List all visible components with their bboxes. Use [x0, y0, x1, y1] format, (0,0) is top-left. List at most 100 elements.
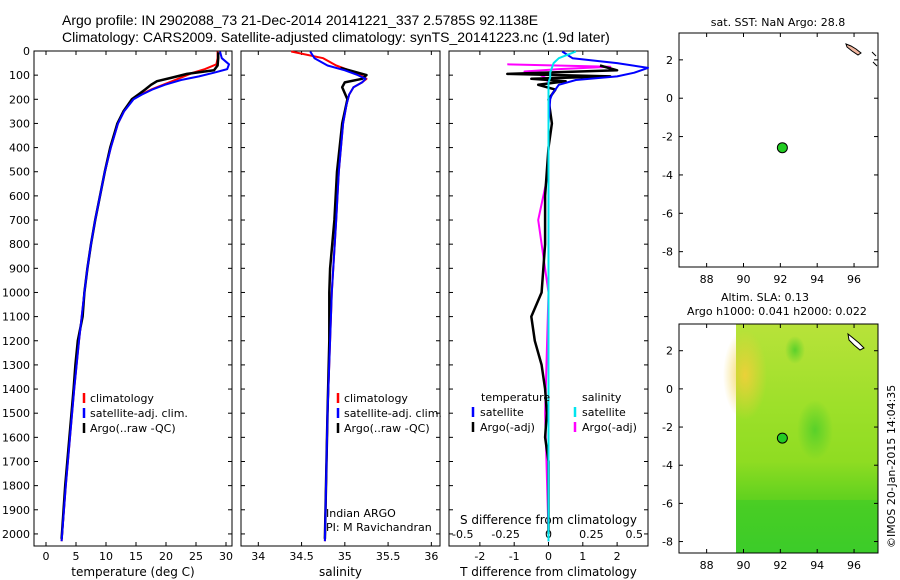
sst_map-frame [678, 32, 879, 268]
sla_map-xtick-label: 88 [700, 559, 714, 572]
sst_map-xtick-label: 96 [847, 273, 861, 286]
difference-panel: -2 -1 0 1 2 T difference from climatology -0.5… [448, 50, 649, 579]
difference-xtick-label: -2 [474, 550, 485, 563]
difference-argo-temperature-line [506, 64, 619, 534]
salinity-xtick-label: 35.5 [376, 550, 401, 563]
sst_map-xtick-label: 92 [773, 273, 787, 286]
sst_map-argo-marker [776, 142, 788, 154]
difference-satellite-temperature-line [547, 50, 649, 542]
sla_map-ytick-label: 0 [666, 383, 673, 396]
sst_map-ytick-label: -6 [662, 207, 673, 220]
annotation-pi: PI: M Ravichandran [326, 521, 432, 534]
salinity-panel: 34 34.5 35 35.5 36 salinity climatology satelli… [240, 50, 442, 579]
sla-high-patch [723, 330, 767, 420]
temperature-xtick-label: 25 [189, 550, 203, 563]
imos-credit-label: ©IMOS 20-Jan-2015 14:04:35 [885, 385, 898, 548]
depth-tick-label: 1100 [2, 311, 30, 324]
sst_map-panel: 88 90 92 94 96 -8 -6 -4 -2 0 2 sat. SST: NaN Argo: … [662, 16, 879, 286]
depth-tick-label: 0 [23, 45, 30, 58]
salinity-frame [240, 50, 441, 547]
difference-legend-label: Argo(-adj) [480, 421, 535, 434]
difference-x2tick-label: -0.25 [491, 528, 519, 541]
depth-tick-label: 1700 [2, 455, 30, 468]
sst_map-xtick-label: 94 [810, 273, 824, 286]
difference-xtick-label: 2 [614, 550, 621, 563]
difference-xtick-label: 0 [545, 550, 552, 563]
sst_map-ytick-label: -8 [662, 246, 673, 259]
temperature-legend-label: Argo(..raw -QC) [90, 422, 176, 435]
sla_map-ytick-label: 2 [666, 345, 673, 358]
difference-xlabel: T difference from climatology [459, 565, 637, 579]
temperature-xlabel: temperature (deg C) [71, 565, 194, 579]
sla-low-patch [797, 400, 833, 460]
sla_map-xtick-label: 92 [773, 559, 787, 572]
salinity-xlabel: salinity [319, 565, 362, 579]
depth-tick-label: 1000 [2, 286, 30, 299]
sst_map-xtick-label: 90 [736, 273, 750, 286]
temperature-panel: 0 5 10 15 20 25 300100200300400500600700800900… [2, 45, 233, 579]
depth-tick-label: 1600 [2, 431, 30, 444]
sst-map-title: sat. SST: NaN Argo: 28.8 [711, 16, 845, 29]
sla_map-xtick-label: 94 [810, 559, 824, 572]
depth-tick-label: 2000 [2, 528, 30, 541]
sla-low-patch-small [785, 336, 805, 364]
depth-tick-label: 1300 [2, 359, 30, 372]
temperature-frame [33, 50, 233, 547]
temperature-legend-label: climatology [90, 392, 154, 405]
temperature-legend-label: satellite-adj. clim. [90, 407, 188, 420]
difference-argo-salinity-line [507, 63, 612, 534]
sla_map-ytick-label: -4 [662, 459, 673, 472]
salinity-xtick-label: 34.5 [289, 550, 314, 563]
sst_map-ytick-label: -2 [662, 131, 673, 144]
island-coast-sst [845, 43, 862, 56]
sla_map-argo-marker [776, 432, 788, 444]
difference-x2tick-label: -0.5 [452, 528, 473, 541]
salinity-satellite-line [309, 50, 367, 542]
sla_map-xtick-label: 96 [847, 559, 861, 572]
sst_map-ytick-label: 2 [666, 54, 673, 67]
sla_map-ytick-label: -8 [662, 536, 673, 549]
depth-tick-label: 1900 [2, 504, 30, 517]
depth-tick-label: 1500 [2, 407, 30, 420]
sla-heatmap [723, 324, 878, 553]
depth-tick-label: 800 [9, 238, 30, 251]
temperature-xtick-label: 5 [73, 550, 80, 563]
difference-satellite-salinity-line [547, 50, 577, 542]
sla_map-ytick-label: -6 [662, 497, 673, 510]
sla_map-xtick-label: 90 [736, 559, 750, 572]
difference-legend-label: satellite [480, 406, 524, 419]
depth-tick-label: 1800 [2, 480, 30, 493]
salinity-legend-label: Argo(..raw -QC) [344, 422, 430, 435]
depth-tick-label: 500 [9, 166, 30, 179]
sla_map-panel: 88 90 92 94 96 -8 -6 -4 -2 0 2 Altim. SLA: 0.13Argo… [662, 291, 879, 572]
sla-map-title-1: Altim. SLA: 0.13 [721, 291, 809, 304]
salinity-xtick-label: 35 [338, 550, 352, 563]
island-coast-edge [871, 51, 878, 67]
temperature-satellite-line [60, 51, 230, 542]
difference-x2tick-label: 0.25 [579, 528, 604, 541]
salinity-xtick-label: 36 [424, 550, 438, 563]
depth-tick-label: 100 [9, 69, 30, 82]
depth-tick-label: 300 [9, 117, 30, 130]
depth-tick-label: 200 [9, 93, 30, 106]
sla-map-title-2: Argo h1000: 0.041 h2000: 0.022 [687, 305, 867, 318]
sst_map-xtick-label: 88 [700, 273, 714, 286]
temperature-xtick-label: 20 [159, 550, 173, 563]
annotation-agency: Indian ARGO [326, 507, 396, 520]
depth-tick-label: 900 [9, 262, 30, 275]
difference-legend-title-sal: salinity [582, 391, 622, 404]
sst_map-ytick-label: -4 [662, 169, 673, 182]
depth-tick-label: 600 [9, 190, 30, 203]
sla-south-band [736, 500, 878, 553]
depth-tick-label: 1200 [2, 335, 30, 348]
temperature-xtick-label: 15 [129, 550, 143, 563]
salinity-legend-label: satellite-adj. clim. [344, 407, 442, 420]
temperature-xtick-label: 0 [43, 550, 50, 563]
figure-subtitle: Climatology: CARS2009. Satellite-adjuste… [62, 29, 610, 45]
depth-tick-label: 400 [9, 142, 30, 155]
difference-xtick-label: -1 [509, 550, 520, 563]
temperature-argo-line [60, 52, 220, 539]
temperature-xtick-label: 10 [99, 550, 113, 563]
sla_map-ytick-label: -2 [662, 421, 673, 434]
